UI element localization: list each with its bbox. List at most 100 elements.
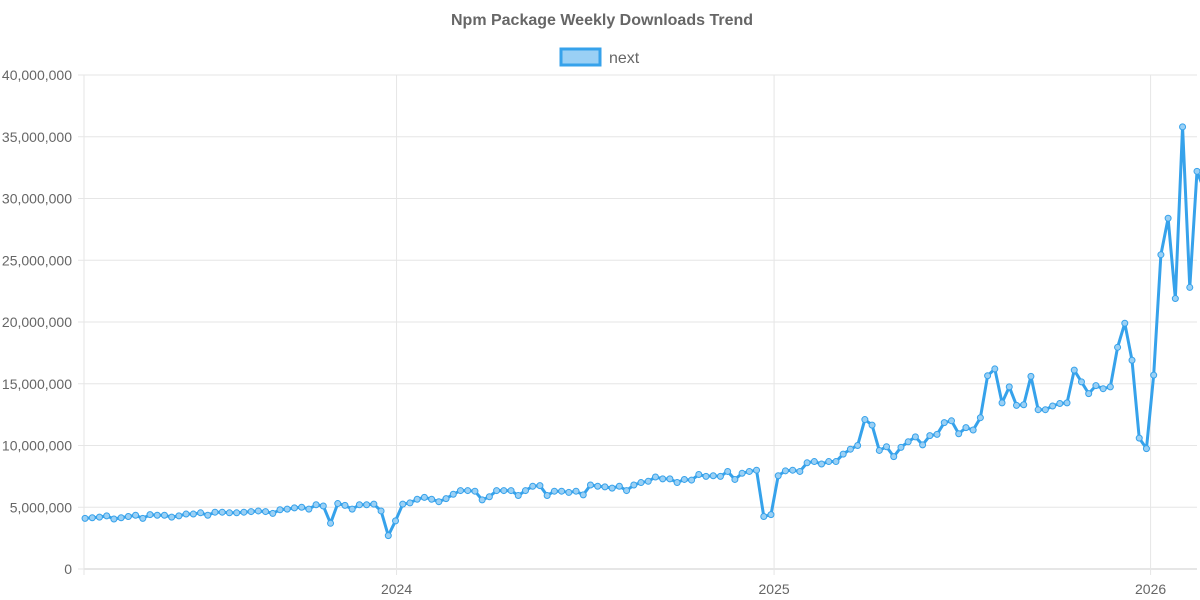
data-point[interactable] (558, 487, 566, 495)
data-point[interactable] (608, 484, 616, 492)
data-point[interactable] (825, 458, 833, 466)
data-point[interactable] (1135, 434, 1143, 442)
data-point[interactable] (644, 477, 652, 485)
data-point[interactable] (363, 501, 371, 509)
data-point[interactable] (1034, 406, 1042, 414)
data-point[interactable] (529, 482, 537, 490)
data-point[interactable] (1005, 383, 1013, 391)
data-point[interactable] (413, 495, 421, 503)
data-point[interactable] (211, 508, 219, 516)
data-point[interactable] (623, 487, 631, 495)
data-point[interactable] (88, 514, 96, 522)
data-point[interactable] (312, 501, 320, 509)
data-point[interactable] (875, 446, 883, 454)
data-point[interactable] (680, 475, 688, 483)
data-point[interactable] (919, 441, 927, 449)
data-point[interactable] (197, 509, 205, 517)
data-point[interactable] (731, 475, 739, 483)
data-point[interactable] (392, 517, 400, 525)
data-point[interactable] (500, 487, 508, 495)
data-point[interactable] (803, 459, 811, 467)
data-point[interactable] (355, 501, 363, 509)
data-point[interactable] (377, 507, 385, 515)
data-point[interactable] (471, 487, 479, 495)
data-point[interactable] (189, 510, 197, 518)
data-point[interactable] (1121, 319, 1129, 327)
data-point[interactable] (651, 473, 659, 481)
data-point[interactable] (630, 481, 638, 489)
data-point[interactable] (774, 472, 782, 480)
data-point[interactable] (1142, 445, 1150, 453)
data-point[interactable] (861, 416, 869, 424)
data-point[interactable] (262, 508, 270, 516)
data-point[interactable] (976, 414, 984, 422)
data-point[interactable] (940, 419, 948, 427)
data-point[interactable] (1186, 283, 1194, 291)
data-point[interactable] (984, 372, 992, 380)
data-point[interactable] (536, 482, 544, 490)
data-point[interactable] (702, 472, 710, 480)
data-point[interactable] (283, 505, 291, 513)
data-point[interactable] (319, 502, 327, 510)
data-point[interactable] (572, 487, 580, 495)
data-point[interactable] (449, 490, 457, 498)
data-point[interactable] (1056, 400, 1064, 408)
data-point[interactable] (565, 488, 573, 496)
data-point[interactable] (883, 443, 891, 451)
data-point[interactable] (594, 482, 602, 490)
data-point[interactable] (276, 506, 284, 514)
data-point[interactable] (911, 433, 919, 441)
data-point[interactable] (1049, 402, 1057, 410)
data-point[interactable] (854, 442, 862, 449)
data-point[interactable] (969, 426, 977, 434)
data-point[interactable] (139, 514, 147, 522)
data-point[interactable] (1157, 251, 1165, 259)
data-point[interactable] (1106, 383, 1114, 391)
data-point[interactable] (760, 513, 768, 521)
data-point[interactable] (384, 532, 392, 540)
data-point[interactable] (1020, 401, 1028, 409)
data-point[interactable] (673, 479, 681, 487)
data-point[interactable] (420, 493, 428, 501)
data-point[interactable] (95, 513, 103, 521)
data-point[interactable] (716, 472, 724, 480)
data-point[interactable] (478, 496, 486, 504)
data-point[interactable] (724, 467, 732, 475)
data-point[interactable] (846, 445, 854, 453)
data-point[interactable] (579, 491, 587, 499)
data-point[interactable] (160, 511, 168, 519)
data-point[interactable] (1063, 399, 1071, 407)
data-point[interactable] (442, 495, 450, 503)
data-point[interactable] (406, 499, 414, 507)
data-point[interactable] (175, 512, 183, 520)
data-point[interactable] (464, 487, 472, 495)
data-point[interactable] (839, 450, 847, 458)
data-point[interactable] (225, 509, 233, 517)
data-point[interactable] (586, 481, 594, 489)
data-point[interactable] (168, 513, 176, 521)
data-point[interactable] (1128, 356, 1136, 364)
data-point[interactable] (182, 510, 190, 518)
data-point[interactable] (1179, 123, 1187, 131)
data-point[interactable] (521, 487, 529, 495)
legend-label-next[interactable]: next (609, 50, 640, 67)
data-point[interactable] (1027, 372, 1035, 380)
data-point[interactable] (637, 479, 645, 487)
data-point[interactable] (781, 467, 789, 475)
data-point[interactable] (1193, 167, 1200, 175)
data-point[interactable] (153, 511, 161, 519)
data-point[interactable] (428, 495, 436, 503)
legend-swatch-next[interactable] (559, 47, 602, 67)
data-point[interactable] (514, 492, 522, 500)
data-point[interactable] (933, 430, 941, 438)
data-point[interactable] (1092, 382, 1100, 390)
data-point[interactable] (1099, 385, 1107, 393)
data-point[interactable] (688, 476, 696, 484)
data-point[interactable] (1012, 401, 1020, 409)
data-point[interactable] (204, 511, 212, 519)
data-point[interactable] (298, 503, 306, 511)
data-point[interactable] (601, 483, 609, 491)
data-point[interactable] (1077, 378, 1085, 386)
data-point[interactable] (254, 507, 262, 515)
data-point[interactable] (110, 515, 118, 523)
